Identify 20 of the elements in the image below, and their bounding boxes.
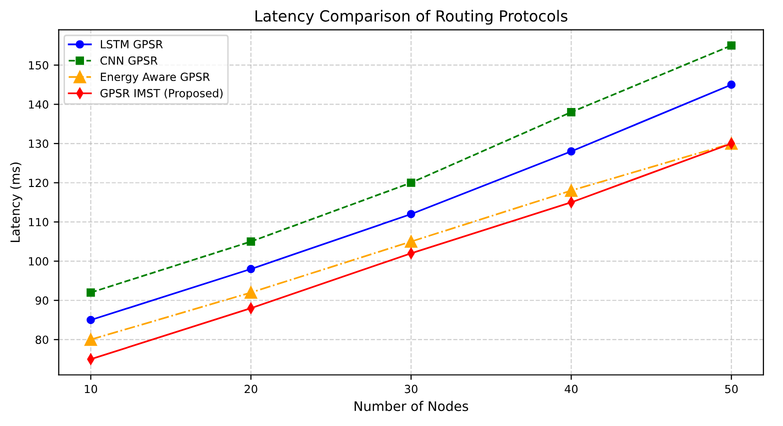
y-tick-label: 120 — [29, 178, 48, 188]
legend-label: Energy Aware GPSR — [100, 72, 210, 84]
x-tick-label: 20 — [244, 384, 258, 394]
legend-label: LSTM GPSR — [100, 40, 163, 48]
y-tick-label: 80 — [36, 336, 48, 344]
x-tick-label: 50 — [725, 384, 738, 394]
legend-label: CNN GPSR — [100, 56, 158, 65]
x-tick-label: 10 — [84, 384, 98, 394]
x-axis-title: Number of Nodes — [354, 400, 468, 412]
y-tick-label: 100 — [29, 257, 48, 266]
y-tick-label: 150 — [29, 61, 48, 70]
y-tick-label: 110 — [29, 218, 48, 226]
chart-title: Latency Comparison of Routing Protocols — [256, 10, 568, 25]
x-tick-label: 40 — [564, 384, 578, 394]
legend-label: GPSR IMST (Proposed) — [100, 88, 223, 100]
y-axis-title: Latency (ms) — [10, 162, 22, 242]
x-tick-label: 30 — [404, 384, 418, 394]
y-tick-label: 130 — [29, 140, 48, 148]
y-tick-label: 140 — [29, 100, 48, 109]
y-tick-label: 90 — [36, 296, 48, 305]
